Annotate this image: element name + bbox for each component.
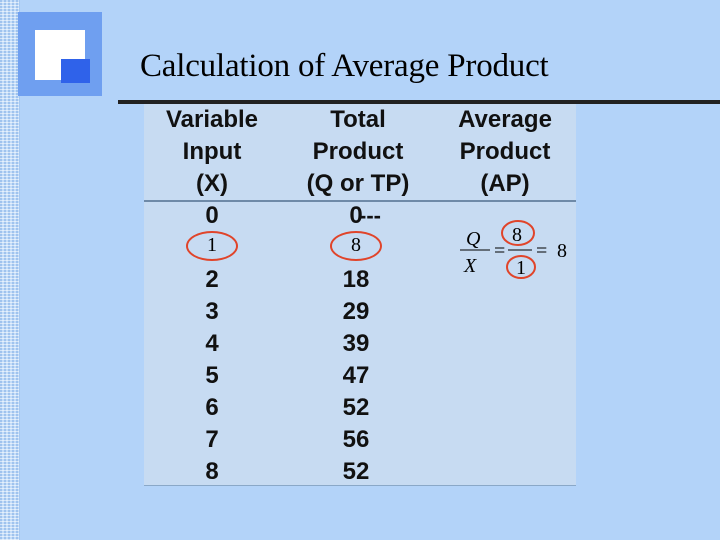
circle-annotation-q: [330, 231, 382, 261]
cell-q-value: 52: [342, 394, 370, 421]
header-line: Average: [458, 106, 552, 133]
cell-x-value: 0: [205, 202, 219, 229]
header-line: Variable: [165, 106, 259, 133]
title-divider: [118, 100, 720, 104]
header-divider: [144, 200, 576, 202]
circled-q-value: 8: [351, 234, 361, 256]
header-line: Product: [459, 138, 551, 165]
cell-x-value: 8: [205, 458, 219, 485]
header-line: Product: [312, 138, 404, 165]
cell-x-value: 6: [205, 394, 219, 421]
cell-q-value: 18: [342, 266, 370, 293]
first-ap-value: ---: [359, 203, 381, 228]
cell-q-value: 29: [342, 298, 370, 325]
decorative-binding-strip: [0, 0, 20, 540]
header-line: (AP): [480, 170, 530, 197]
logo-square-blue: [61, 59, 90, 83]
cell-x-value: 3: [205, 298, 219, 325]
cell-q-value: 0: [349, 202, 363, 229]
cell-q-value: 52: [342, 458, 370, 485]
circled-x-value: 1: [207, 234, 217, 256]
cell-x-value: 4: [205, 330, 219, 357]
header-average-product: Average Product (AP): [436, 104, 574, 200]
circle-annotation-x: [186, 231, 238, 261]
cell-x-value: 2: [205, 266, 219, 293]
cell-x-value: 7: [205, 426, 219, 453]
header-line: Input: [182, 138, 242, 165]
cell-x-value: 5: [205, 362, 219, 389]
header-variable-input: Variable Input (X): [144, 104, 280, 200]
header-line: (X): [196, 170, 228, 197]
header-line: (Q or TP): [306, 170, 410, 197]
cell-q-value: 47: [342, 362, 370, 389]
product-table: Variable Input (X) Total Product (Q or T…: [144, 104, 576, 486]
cell-q-value: 56: [342, 426, 370, 453]
header-total-product: Total Product (Q or TP): [284, 104, 432, 200]
header-line: Total: [330, 106, 386, 133]
slide-title: Calculation of Average Product: [140, 48, 549, 84]
cell-q-value: 39: [342, 330, 370, 357]
